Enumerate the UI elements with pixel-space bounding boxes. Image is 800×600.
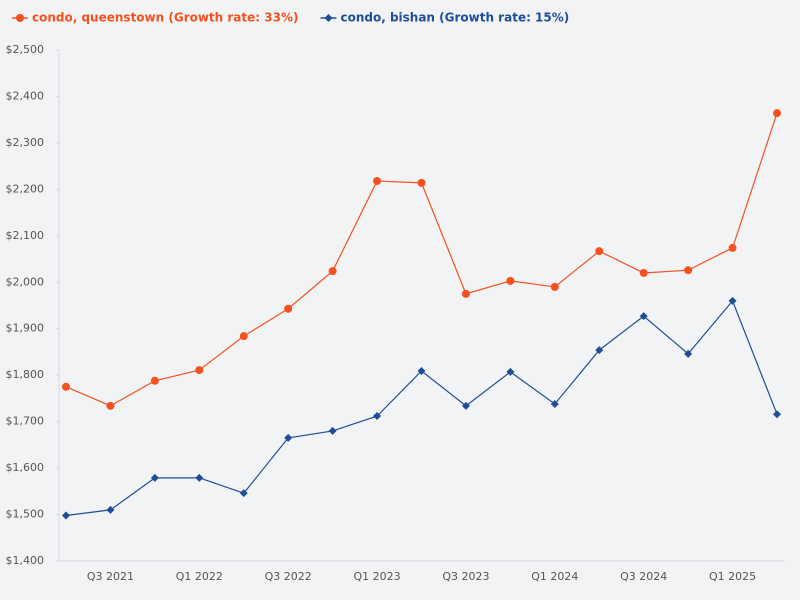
point — [773, 109, 781, 118]
y-tick-label: $2,100 — [6, 229, 45, 242]
point — [150, 473, 159, 482]
y-tick-label: $2,300 — [6, 136, 45, 149]
point — [150, 376, 159, 385]
x-tick-label: Q1 2022 — [176, 570, 223, 583]
point — [195, 473, 204, 482]
x-tick-label: Q3 2024 — [620, 570, 667, 583]
point — [195, 366, 204, 375]
legend-label: condo, queenstown (Growth rate: 33%) — [32, 11, 298, 25]
point — [62, 511, 70, 520]
point — [639, 312, 648, 321]
point — [417, 367, 426, 376]
point — [550, 399, 559, 408]
point — [417, 178, 426, 187]
legend-marker — [16, 14, 24, 22]
point — [728, 296, 737, 305]
x-tick-label: Q1 2025 — [709, 570, 756, 583]
legend-marker — [324, 14, 333, 22]
x-tick-label: Q3 2022 — [265, 570, 312, 583]
point — [373, 177, 382, 186]
y-tick-label: $2,000 — [6, 275, 45, 288]
x-tick-label: Q1 2023 — [353, 570, 400, 583]
point — [595, 346, 604, 355]
y-tick-label: $1,800 — [6, 368, 45, 381]
point — [328, 267, 337, 276]
y-tick-label: $1,400 — [6, 554, 45, 567]
point — [373, 412, 382, 421]
point — [684, 266, 693, 275]
point — [550, 282, 559, 291]
point — [773, 410, 781, 419]
point — [684, 349, 693, 358]
point — [595, 247, 604, 256]
y-tick-label: $1,900 — [6, 322, 45, 335]
y-tick-label: $1,500 — [6, 508, 45, 521]
point — [328, 426, 337, 435]
x-tick-label: Q3 2021 — [87, 570, 134, 583]
x-tick-label: Q1 2024 — [531, 570, 578, 583]
point — [461, 401, 470, 410]
point — [506, 367, 515, 376]
point — [239, 489, 248, 498]
point — [639, 268, 648, 277]
point — [62, 382, 70, 391]
point — [106, 401, 115, 410]
y-tick-label: $1,700 — [6, 415, 45, 428]
point — [239, 332, 248, 341]
point — [284, 433, 293, 442]
point — [461, 289, 470, 298]
point — [284, 304, 293, 313]
x-tick-label: Q3 2023 — [442, 570, 489, 583]
y-tick-label: $1,600 — [6, 461, 45, 474]
point — [106, 505, 115, 514]
point — [506, 276, 515, 285]
y-tick-label: $2,500 — [6, 43, 45, 56]
y-tick-label: $2,400 — [6, 89, 45, 102]
y-tick-label: $2,200 — [6, 182, 45, 195]
legend-label: condo, bishan (Growth rate: 15%) — [340, 11, 569, 25]
point — [728, 243, 737, 252]
